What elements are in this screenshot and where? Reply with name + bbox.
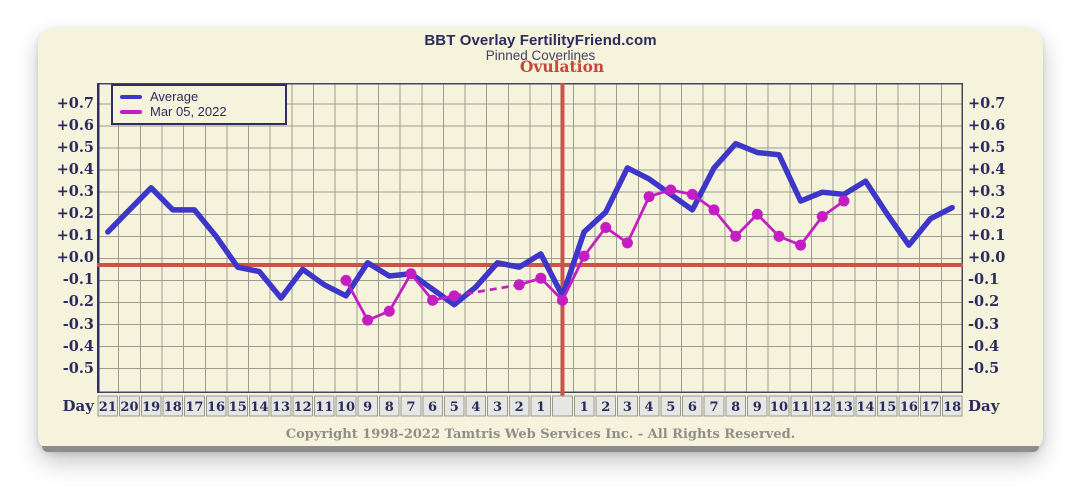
y-tick-label: +0.7 <box>968 95 1006 112</box>
y-tick-label: +0.0 <box>56 249 94 267</box>
chart-title: BBT Overlay FertilityFriend.com <box>424 32 657 49</box>
svg-text:15: 15 <box>229 400 247 415</box>
svg-text:5: 5 <box>450 400 459 415</box>
y-tick-label: -0.3 <box>62 315 94 333</box>
svg-text:8: 8 <box>385 400 394 415</box>
y-tick-label: -0.5 <box>968 359 1000 377</box>
svg-text:18: 18 <box>943 400 961 415</box>
legend-label-cycle-date: Mar 05, 2022 <box>150 104 227 119</box>
svg-text:12: 12 <box>294 400 312 415</box>
svg-text:16: 16 <box>207 400 225 415</box>
svg-text:13: 13 <box>272 400 290 415</box>
ovulation-label: Ovulation <box>519 57 605 76</box>
y-tick-label: +0.4 <box>968 161 1006 179</box>
svg-text:7: 7 <box>406 400 415 415</box>
y-tick-label: +0.7 <box>56 95 94 112</box>
legend-item-cycle-date: Mar 05, 2022 <box>120 104 278 119</box>
average-line-swatch-icon <box>120 94 142 99</box>
y-tick-label: -0.5 <box>62 359 94 377</box>
x-axis-title-left: Day <box>62 397 94 415</box>
svg-text:5: 5 <box>666 400 675 415</box>
y-tick-label: +0.5 <box>56 139 94 157</box>
svg-text:7: 7 <box>710 400 719 415</box>
y-tick-label: +0.3 <box>968 183 1006 201</box>
svg-text:17: 17 <box>921 400 939 415</box>
svg-text:3: 3 <box>493 400 502 415</box>
y-tick-label: +0.1 <box>968 227 1006 245</box>
svg-text:4: 4 <box>471 400 480 415</box>
copyright-text: Copyright 1998-2022 Tamtris Web Services… <box>285 427 796 442</box>
svg-text:10: 10 <box>770 400 788 415</box>
svg-text:1: 1 <box>536 400 545 415</box>
svg-text:17: 17 <box>185 400 203 415</box>
card-bottom-bar <box>42 446 1039 452</box>
y-tick-label: -0.4 <box>62 337 94 355</box>
y-tick-label: +0.1 <box>56 227 94 245</box>
svg-text:6: 6 <box>688 400 697 415</box>
y-tick-label: +0.6 <box>56 117 94 135</box>
svg-text:11: 11 <box>792 400 810 415</box>
svg-text:2: 2 <box>515 400 524 415</box>
svg-text:4: 4 <box>645 400 654 415</box>
svg-text:14: 14 <box>857 400 875 415</box>
svg-text:18: 18 <box>164 400 182 415</box>
svg-text:8: 8 <box>731 400 740 415</box>
svg-text:9: 9 <box>753 400 762 415</box>
svg-text:11: 11 <box>315 400 333 415</box>
svg-text:2: 2 <box>601 400 610 415</box>
y-tick-label: +0.2 <box>968 205 1006 223</box>
legend-item-average: Average <box>120 89 278 104</box>
x-axis-title-right: Day <box>968 397 1000 415</box>
svg-text:9: 9 <box>363 400 372 415</box>
chart-card: BBT Overlay FertilityFriend.com Pinned C… <box>38 28 1043 452</box>
bbt-chart-canvas: 21 20 19 18 17 16 15 14 13 12 11 10 9 8 7 6 5 4 3 2 1 1 2 3 4 5 6 7… <box>97 83 963 417</box>
svg-text:13: 13 <box>835 400 853 415</box>
svg-text:20: 20 <box>120 400 138 415</box>
y-tick-label: -0.1 <box>62 271 94 289</box>
cycle-line-swatch-icon <box>120 109 142 114</box>
y-tick-label: +0.6 <box>968 117 1006 135</box>
y-tick-label: +0.4 <box>56 161 94 179</box>
svg-text:3: 3 <box>623 400 632 415</box>
y-tick-label: -0.2 <box>968 293 1000 311</box>
y-tick-label: +0.5 <box>968 139 1006 157</box>
legend-label-average: Average <box>150 89 199 104</box>
svg-text:19: 19 <box>142 400 160 415</box>
svg-text:1: 1 <box>580 400 589 415</box>
svg-text:21: 21 <box>99 400 117 415</box>
svg-text:10: 10 <box>337 400 355 415</box>
svg-text:12: 12 <box>813 400 831 415</box>
y-tick-label: +0.3 <box>56 183 94 201</box>
y-tick-label: +0.0 <box>968 249 1006 267</box>
svg-text:16: 16 <box>900 400 918 415</box>
y-tick-label: +0.2 <box>56 205 94 223</box>
y-tick-label: -0.4 <box>968 337 1000 355</box>
chart-subtitle: Pinned Coverlines <box>485 48 596 63</box>
y-tick-label: -0.3 <box>968 315 1000 333</box>
svg-text:6: 6 <box>428 400 437 415</box>
legend: Average Mar 05, 2022 <box>111 84 287 125</box>
svg-text:15: 15 <box>878 400 896 415</box>
y-tick-label: -0.1 <box>968 271 1000 289</box>
y-tick-label: -0.2 <box>62 293 94 311</box>
svg-text:14: 14 <box>250 400 268 415</box>
